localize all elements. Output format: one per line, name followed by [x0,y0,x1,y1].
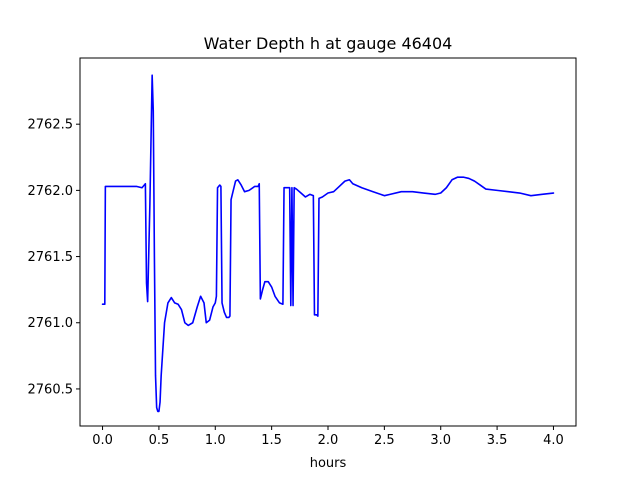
y-tick-label: 2762.0 [28,184,74,199]
x-tick-label: 4.0 [543,433,564,448]
y-tick-label: 2760.5 [28,382,74,397]
chart-title: Water Depth h at gauge 46404 [204,34,453,53]
series-line-0 [101,74,555,413]
y-tick-label: 2761.0 [28,316,74,331]
x-tick-label: 0.5 [149,433,170,448]
x-tick-label: 2.5 [374,433,395,448]
axes-ticks: 0.0 0.5 1.0 1.5 2.0 2.5 3.0 3.5 4.0 2760.5 2761.0 2… [28,118,564,448]
x-tick-label: 3.5 [487,433,508,448]
x-tick-label: 3.0 [430,433,451,448]
x-tick-label: 0.0 [92,433,113,448]
y-tick-label: 2761.5 [28,250,74,265]
x-tick-label: 2.0 [318,433,339,448]
x-axis-label: hours [310,456,347,471]
y-tick-label: 2762.5 [28,118,74,133]
x-tick-label: 1.5 [261,433,282,448]
x-tick-label: 1.0 [205,433,226,448]
